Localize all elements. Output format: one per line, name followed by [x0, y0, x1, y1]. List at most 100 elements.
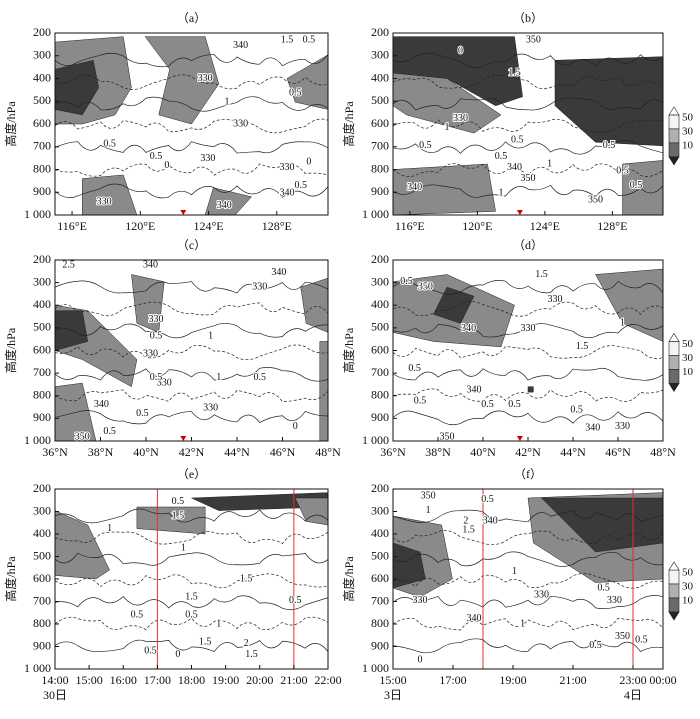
contour-label: 0.5	[144, 645, 157, 656]
contour-label: 330	[203, 403, 218, 414]
y-tick-label: 600	[371, 116, 389, 130]
contour-label: 1	[208, 330, 213, 341]
contour-label: 340	[271, 267, 286, 278]
date-label: 3日	[384, 688, 402, 702]
y-tick-label: 300	[33, 274, 51, 288]
y-tick-label: 900	[371, 184, 389, 198]
colorbar-end	[668, 106, 680, 116]
x-tick-label: 22:00	[314, 673, 341, 687]
contour-line	[55, 573, 328, 589]
y-tick-label: 400	[33, 70, 51, 84]
y-tick-label: 700	[33, 593, 51, 607]
x-tick-label: 124°E	[530, 219, 560, 233]
y-tick-label: 600	[371, 571, 389, 585]
date-label: 4日	[624, 688, 642, 702]
y-tick-label: 900	[371, 410, 389, 424]
colorbar-segment	[668, 341, 680, 356]
x-tick-label: 38°N	[88, 445, 114, 459]
colorbar-label: 30	[682, 352, 694, 364]
y-tick-label: 700	[371, 365, 389, 379]
x-tick-label: 120°E	[125, 219, 155, 233]
y-tick-label: 800	[33, 388, 51, 402]
shading	[554, 56, 663, 147]
shading	[595, 268, 663, 342]
colorbar-label: 10	[682, 366, 694, 378]
contour-line	[393, 118, 663, 133]
contour-line	[55, 141, 328, 154]
shading	[393, 72, 502, 134]
contour-label: 0.5	[254, 372, 267, 383]
x-tick-label: 44°N	[560, 445, 586, 459]
y-tick-label: 500	[33, 548, 51, 562]
contour-label: 1	[107, 523, 112, 534]
shading	[55, 310, 89, 351]
panel-title: （c）	[177, 238, 206, 252]
x-tick-label: 128°E	[597, 219, 627, 233]
y-tick-label: 300	[371, 503, 389, 517]
x-tick-label: 21:00	[280, 673, 307, 687]
panel-title: （b）	[513, 11, 543, 25]
contour-line	[393, 509, 663, 524]
contour-label: 0	[175, 649, 180, 660]
contour-label: 1.5	[508, 67, 521, 78]
contour-line	[55, 344, 328, 360]
y-tick-label: 700	[33, 365, 51, 379]
contour-label: 350	[615, 631, 630, 642]
contour-label: 330	[198, 73, 213, 84]
shading	[622, 160, 663, 215]
y-tick-label: 800	[371, 388, 389, 402]
contour-label: 0	[293, 421, 298, 432]
shading	[204, 187, 252, 215]
contour-label: 1	[216, 618, 221, 629]
contour-label: 1	[426, 505, 431, 516]
shading	[82, 174, 138, 215]
contour-label: 330	[453, 113, 468, 124]
contour-label: 0	[164, 160, 169, 171]
y-tick-label: 200	[33, 25, 51, 39]
contour-line	[393, 388, 663, 402]
x-tick-label: 40°N	[470, 445, 496, 459]
x-tick-label: 42°N	[515, 445, 541, 459]
shading	[393, 163, 496, 215]
contour-label: 0.5	[597, 582, 610, 593]
y-axis-label: 高度/hPa	[341, 327, 356, 373]
contour-line	[55, 616, 328, 631]
y-axis-label: 高度/hPa	[3, 101, 18, 147]
contour-label: 0.5	[589, 640, 602, 651]
contour-label: 0.5	[150, 151, 163, 162]
shading	[55, 60, 99, 116]
contour-line	[55, 163, 328, 177]
contour-line	[393, 97, 663, 111]
contour-label: 350	[75, 432, 90, 443]
y-tick-label: 700	[371, 139, 389, 153]
contour-label: 330	[157, 377, 172, 388]
colorbar-segment	[668, 369, 680, 384]
contour-label: 2	[463, 516, 468, 527]
contour-label: 0.5	[408, 363, 421, 374]
y-tick-label: 500	[371, 548, 389, 562]
x-tick-label: 19:00	[212, 673, 239, 687]
x-tick-label: 46°N	[270, 445, 296, 459]
y-tick-label: 900	[371, 638, 389, 652]
contour-line	[393, 410, 663, 426]
shading	[55, 510, 110, 580]
x-tick-label: 17:00	[439, 673, 466, 687]
x-tick-label: 116°E	[57, 219, 87, 233]
colorbar-end	[668, 561, 680, 571]
contour-label: 0.5	[131, 609, 144, 620]
contour-line	[393, 345, 663, 360]
contour-label: 350	[418, 281, 433, 292]
contour-line	[55, 323, 328, 339]
y-tick-label: 400	[33, 297, 51, 311]
contour-label: 340	[94, 399, 109, 410]
contour-label: 340	[467, 385, 482, 396]
contour-label: 0.5	[495, 151, 508, 162]
colorbar-segment	[668, 114, 680, 130]
contour-line	[55, 96, 328, 112]
y-tick-label: 200	[33, 481, 51, 495]
contour-line	[55, 508, 328, 524]
contour-label: 350	[521, 173, 536, 184]
x-tick-label: 124°E	[193, 219, 223, 233]
